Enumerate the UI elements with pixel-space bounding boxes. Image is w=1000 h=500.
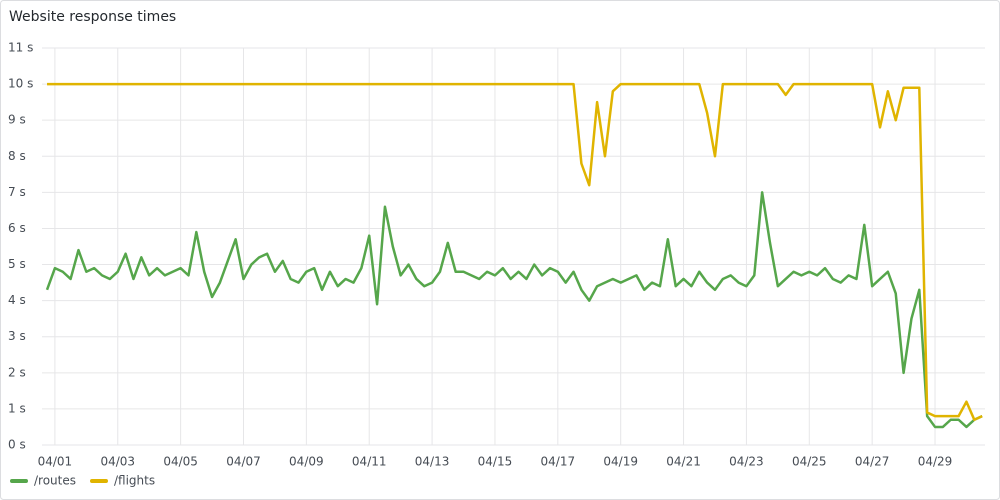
y-tick-label: 2 s bbox=[8, 365, 26, 379]
y-tick-label: 6 s bbox=[8, 221, 26, 235]
x-tick-label: 04/11 bbox=[352, 455, 387, 469]
y-tick-label: 11 s bbox=[8, 41, 33, 55]
x-tick-label: 04/01 bbox=[38, 455, 73, 469]
series-line bbox=[45, 191, 983, 429]
x-tick-label: 04/29 bbox=[918, 455, 953, 469]
y-tick-label: 4 s bbox=[8, 293, 26, 307]
y-tick-label: 9 s bbox=[8, 113, 26, 127]
x-tick-label: 04/19 bbox=[603, 455, 638, 469]
y-tick-label: 8 s bbox=[8, 149, 26, 163]
y-tick-label: 0 s bbox=[8, 438, 26, 452]
x-tick-label: 04/25 bbox=[792, 455, 827, 469]
x-tick-label: 04/13 bbox=[415, 455, 450, 469]
x-tick-label: 04/23 bbox=[729, 455, 764, 469]
x-tick-label: 04/07 bbox=[226, 455, 261, 469]
x-tick-label: 04/27 bbox=[855, 455, 890, 469]
x-tick-label: 04/15 bbox=[478, 455, 513, 469]
x-tick-label: 04/03 bbox=[100, 455, 135, 469]
x-tick-label: 04/05 bbox=[163, 455, 198, 469]
y-tick-label: 3 s bbox=[8, 329, 26, 343]
y-tick-label: 1 s bbox=[8, 401, 26, 415]
y-tick-label: 5 s bbox=[8, 257, 26, 271]
y-tick-label: 10 s bbox=[8, 77, 33, 91]
legend-label: /routes bbox=[34, 474, 76, 488]
series-line bbox=[47, 82, 983, 421]
x-tick-label: 04/21 bbox=[666, 455, 701, 469]
y-tick-label: 7 s bbox=[8, 185, 26, 199]
x-tick-label: 04/09 bbox=[289, 455, 324, 469]
legend-label: /flights bbox=[114, 474, 155, 488]
panel-title: Website response times bbox=[9, 9, 176, 25]
x-tick-label: 04/17 bbox=[541, 455, 576, 469]
